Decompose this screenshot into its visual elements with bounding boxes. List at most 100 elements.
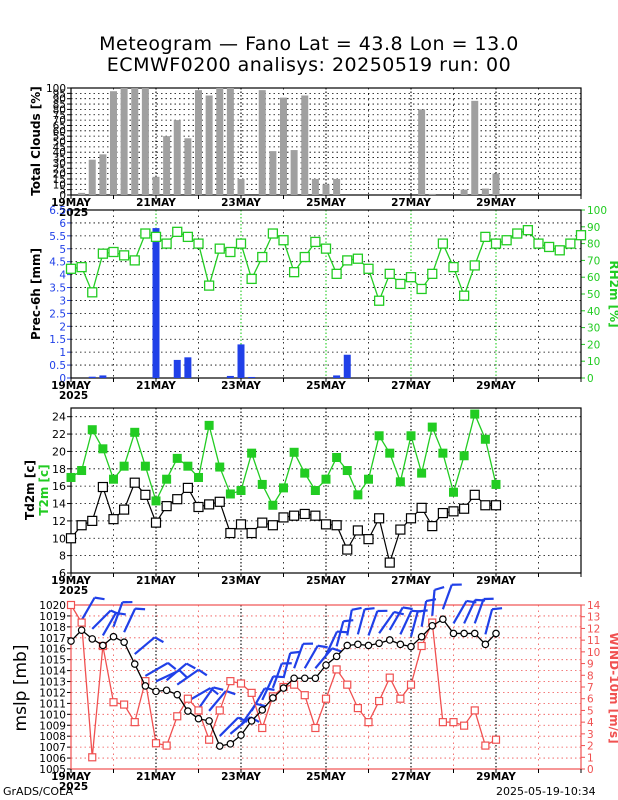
- wind-barb-staff: [271, 663, 283, 689]
- mslp-point: [449, 629, 458, 638]
- wind-barb-flag: [94, 596, 105, 601]
- clouds-ytick-label: 90: [53, 94, 66, 106]
- wind-ytick-label: 6: [587, 694, 594, 706]
- precip-ytick-label: 0: [59, 373, 66, 385]
- rh-point: [512, 228, 523, 239]
- rh-ytick-label: 60: [587, 272, 600, 284]
- precip-y-label: Prec-6h [mm]: [29, 248, 43, 340]
- mslp-point: [428, 621, 437, 630]
- wind-barb-staff: [378, 611, 395, 634]
- rh-point: [203, 280, 215, 291]
- wind-barb: [367, 609, 388, 636]
- rh-point: [278, 235, 289, 246]
- rh-point: [288, 267, 300, 278]
- rh-point: [331, 268, 342, 279]
- rh-point: [140, 228, 151, 239]
- wind-ytick-label: 2: [587, 741, 594, 753]
- rh-ytick-label: 40: [587, 306, 600, 318]
- precip-bar: [333, 375, 341, 378]
- rh-point: [416, 283, 427, 295]
- wind-barb-flag: [317, 644, 328, 649]
- clouds-ytick-label: 15: [53, 174, 66, 186]
- mslp-point: [194, 714, 203, 723]
- wind-point: [66, 600, 76, 610]
- temp-ytick-label: 14: [52, 498, 66, 511]
- mslp-xtick-label: 19MAY: [51, 771, 91, 783]
- clouds-ytick-label: 40: [53, 147, 66, 159]
- wind-ytick-label: 8: [587, 670, 594, 682]
- wind-barb-flag: [273, 675, 284, 679]
- clouds-ytick-label: 75: [53, 110, 66, 122]
- mslp-ytick-label: 1018: [39, 622, 66, 634]
- mslp-year-label: 2025: [59, 781, 88, 793]
- wind-barb: [356, 607, 375, 635]
- t2m-point: [406, 431, 416, 441]
- cloud-bar: [428, 193, 436, 195]
- td2m-point: [437, 507, 448, 519]
- cloud-bar: [258, 90, 266, 195]
- wind-barb-staff: [282, 652, 292, 679]
- title-line-1: Meteogram — Fano Lat = 43.8 Lon = 13.0: [99, 33, 519, 55]
- clouds-ytick-label: 55: [53, 131, 66, 143]
- precip-ytick-label: 6: [59, 218, 66, 230]
- wind-barb-staff: [197, 686, 215, 710]
- td2m-point: [204, 499, 215, 510]
- wind-ytick-label: 13: [587, 612, 600, 624]
- mslp-ytick-label: 1007: [39, 742, 66, 754]
- wind-barb: [144, 661, 177, 677]
- wind-barb-staff: [463, 599, 477, 624]
- t2m-point: [332, 453, 342, 462]
- rh-point: [565, 238, 576, 249]
- td2m-point: [225, 527, 236, 539]
- cloud-bar: [152, 176, 160, 195]
- mslp-point: [120, 638, 128, 646]
- wind-ytick-label: 9: [587, 659, 594, 671]
- temp-xtick-label: 27MAY: [391, 575, 431, 587]
- td2m-point: [87, 515, 98, 526]
- mslp-point: [332, 652, 341, 661]
- wind-ytick-label: 4: [587, 717, 594, 729]
- clouds-ytick-label: 10: [53, 179, 66, 191]
- t2m-point: [119, 461, 129, 471]
- rh-point: [480, 231, 491, 243]
- wind-barb: [187, 687, 219, 703]
- t2m-point: [459, 451, 469, 461]
- mslp-point: [130, 660, 139, 668]
- wind-point: [290, 680, 299, 689]
- wind-barb: [197, 686, 224, 710]
- t2m-point: [172, 453, 182, 463]
- temp-ytick-label: 6: [59, 567, 66, 580]
- cloud-bar: [471, 100, 479, 195]
- mslp-ytick-label: 1012: [39, 687, 66, 699]
- wind-point: [406, 680, 416, 689]
- rh-ytick-label: 10: [587, 356, 600, 368]
- wind-point: [311, 723, 320, 733]
- temp-ytick-label: 8: [59, 550, 66, 563]
- wind-barb-staff: [325, 631, 338, 656]
- td2m-point: [267, 520, 278, 531]
- wind-barb-staff: [420, 600, 428, 627]
- wind-point: [481, 741, 490, 750]
- precip-bar: [88, 376, 96, 378]
- clouds-xtick-label: 23MAY: [221, 197, 261, 209]
- rh-point: [448, 261, 459, 273]
- wind-barb-flag: [135, 607, 146, 611]
- clouds-ytick-label: 50: [53, 137, 66, 149]
- mslp-point: [311, 674, 320, 683]
- wind-barb-flag: [197, 668, 208, 677]
- t2m-point: [427, 422, 437, 432]
- rh-point: [118, 250, 130, 261]
- temp-ytick-label: 12: [52, 515, 66, 528]
- precip-bar: [248, 376, 256, 378]
- rh-point: [150, 231, 162, 243]
- mslp-ytick-label: 1020: [39, 600, 66, 612]
- wind-barb: [441, 583, 462, 610]
- clouds-y-label: Total Clouds [%]: [29, 86, 43, 196]
- t2m-point: [353, 490, 363, 500]
- t2m-point: [225, 489, 235, 499]
- cloud-bar: [481, 188, 489, 195]
- mslp-point: [152, 687, 160, 696]
- mslp-point: [99, 641, 107, 650]
- td2m-point: [320, 519, 332, 530]
- td2m-point: [331, 520, 342, 531]
